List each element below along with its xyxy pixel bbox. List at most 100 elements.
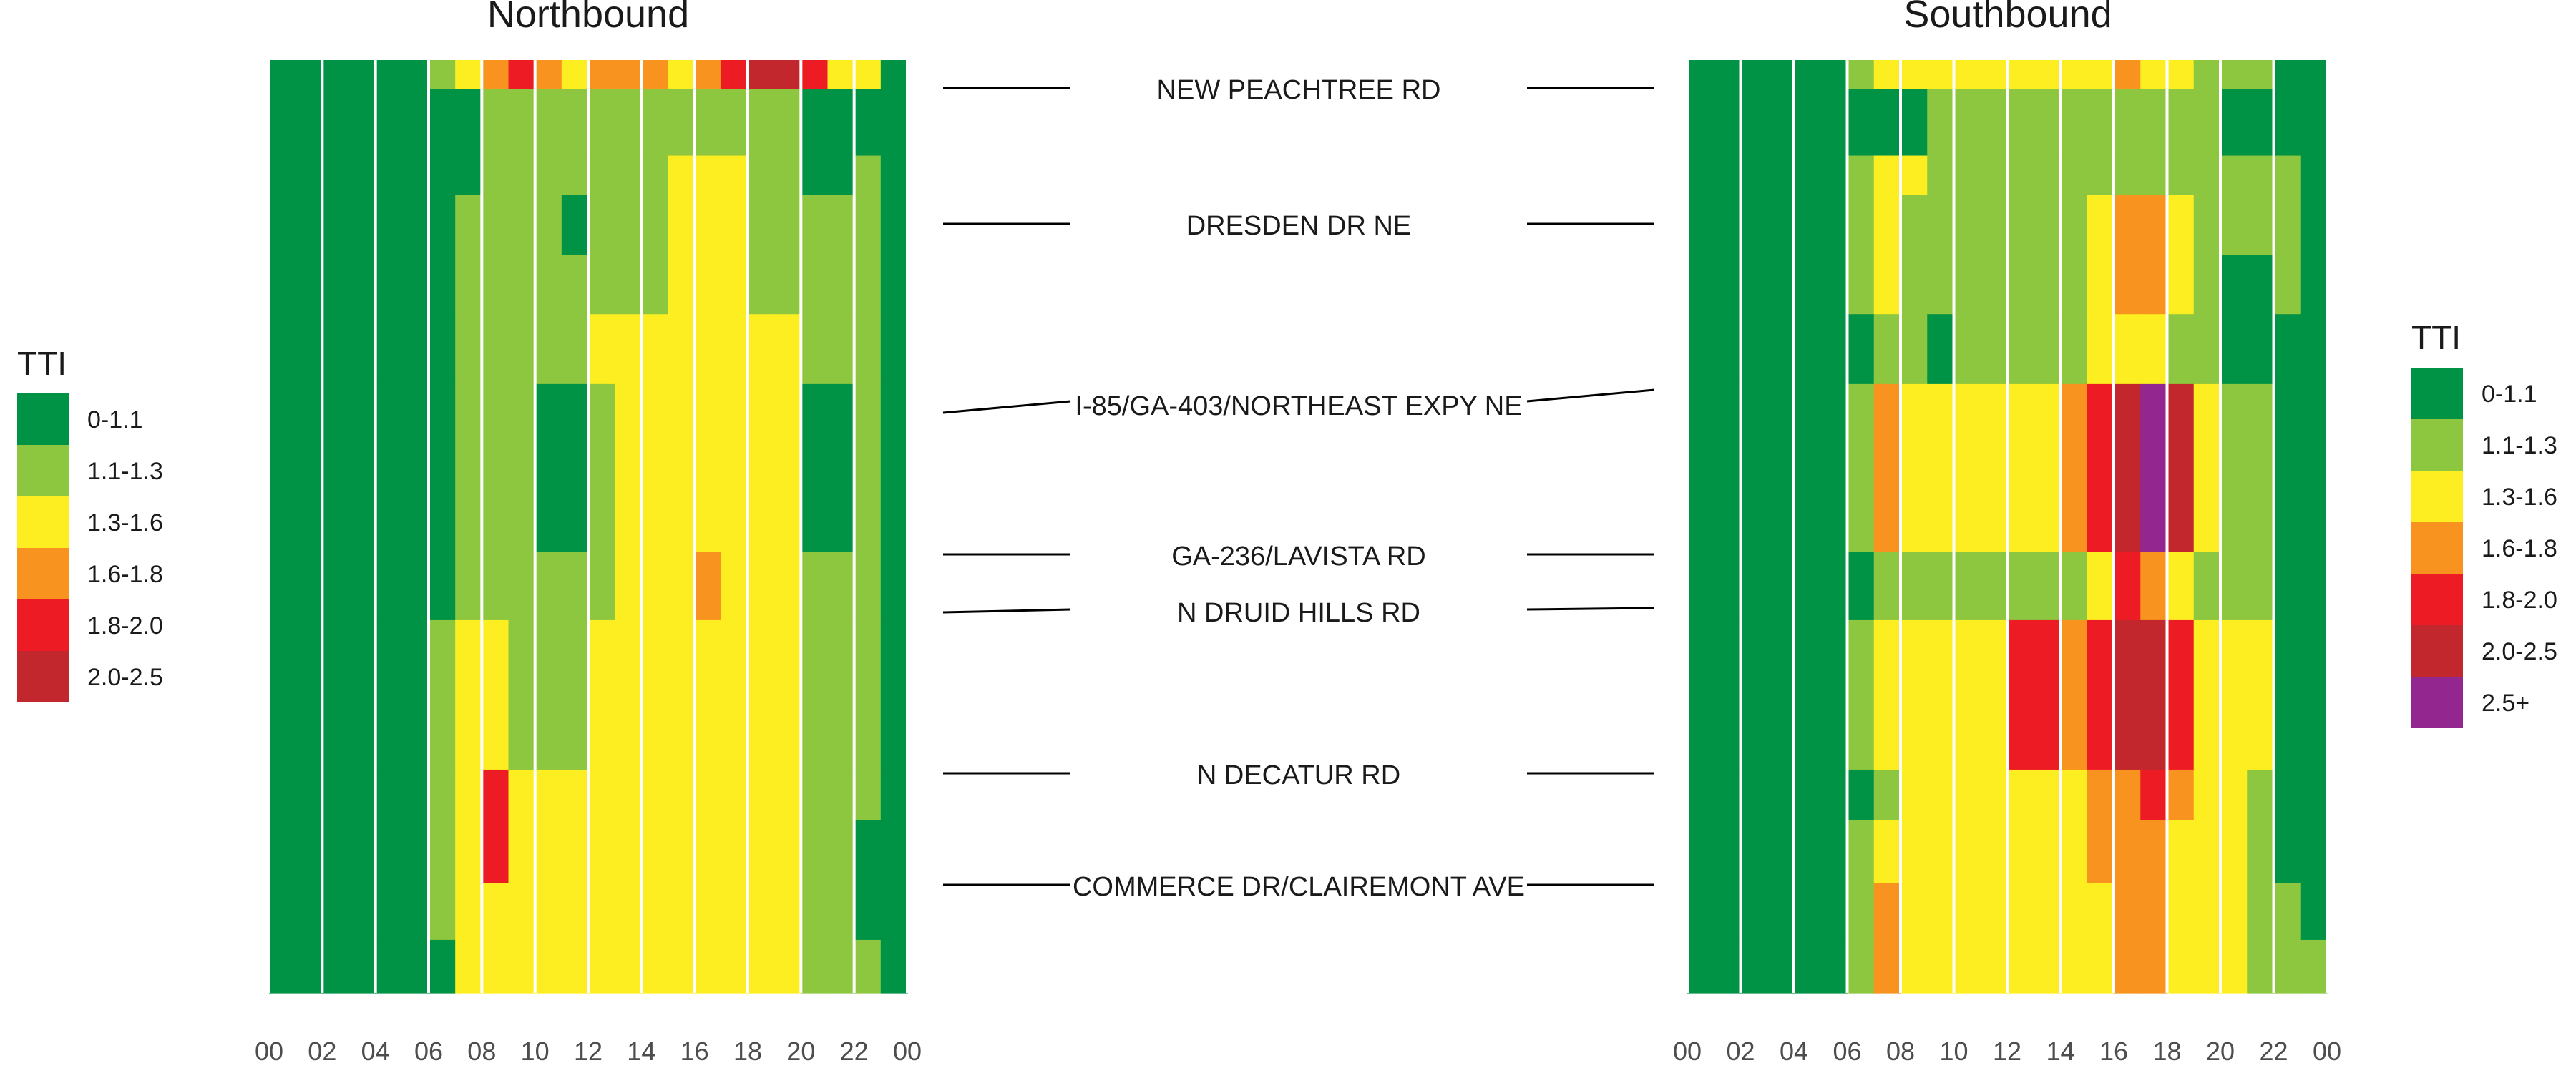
legend-swatch <box>17 496 69 548</box>
northbound-cell-s0-h21 <box>827 60 855 90</box>
southbound-cell-s12-h2 <box>1740 939 1768 994</box>
southbound-cell-s4-h9 <box>1927 255 1955 315</box>
southbound-cell-s12-h18 <box>2167 939 2195 994</box>
northbound-cell-s1-h0 <box>269 89 296 157</box>
southbound-cell-s11-h14 <box>2060 883 2088 941</box>
northbound-cell-s11-h6 <box>429 883 456 941</box>
southbound-cell-s12-h11 <box>1980 939 2008 994</box>
southbound-cell-s9-h9 <box>1927 769 1955 820</box>
northbound-title: Northbound <box>487 0 689 36</box>
southbound-cell-s5-h20 <box>2220 314 2248 385</box>
southbound-cell-s0-h14 <box>2060 60 2088 90</box>
southbound-x-tick-label: 16 <box>2099 1037 2128 1066</box>
southbound-cell-s2-h8 <box>1901 155 1928 196</box>
northbound-cell-s8-h14 <box>641 619 669 770</box>
northbound-cell-s3-h18 <box>748 195 775 255</box>
southbound-cell-s2-h9 <box>1927 155 1955 196</box>
northbound-cell-s5-h23 <box>880 314 908 385</box>
northbound-cell-s4-h16 <box>694 255 722 315</box>
southbound-panel: Southbound 00 02 04 06 08 10 12 14 16 18 20 22 00 <box>1673 0 2341 1066</box>
southbound-cell-s11-h21 <box>2247 883 2275 941</box>
northbound-cell-s2-h22 <box>854 155 882 196</box>
northbound-cell-s5-h17 <box>721 314 748 385</box>
southbound-cell-s10-h21 <box>2247 820 2275 883</box>
southbound-cell-s10-h12 <box>2007 820 2034 883</box>
northbound-cell-s6-h21 <box>827 383 855 553</box>
northbound-cell-s7-h20 <box>801 552 829 621</box>
southbound-cell-s6-h5 <box>1820 383 1848 553</box>
northbound-cell-s8-h3 <box>348 619 376 770</box>
southbound-cell-s1-h21 <box>2247 89 2275 157</box>
northbound-cell-s5-h1 <box>296 314 323 385</box>
southbound-cell-s3-h23 <box>2300 195 2328 255</box>
southbound-cell-s10-h11 <box>1980 820 2008 883</box>
southbound-cell-s10-h6 <box>1847 820 1875 883</box>
legend-swatch <box>2411 419 2463 471</box>
southbound-cell-s7-h15 <box>2087 552 2114 621</box>
southbound-cell-s0-h2 <box>1740 60 1768 90</box>
southbound-cell-s11-h8 <box>1901 883 1928 941</box>
southbound-cell-s9-h13 <box>2034 769 2062 820</box>
northbound-cell-s2-h7 <box>455 155 482 196</box>
southbound-cell-s3-h6 <box>1847 195 1875 255</box>
northbound-cell-s4-h15 <box>668 255 696 315</box>
southbound-cell-s5-h3 <box>1767 314 1795 385</box>
northbound-cell-s12-h18 <box>748 939 775 994</box>
northbound-cell-s11-h5 <box>401 883 429 941</box>
southbound-cell-s1-h17 <box>2140 89 2168 157</box>
road-label: NEW PEACHTREE RD <box>1157 75 1441 105</box>
northbound-cell-s10-h4 <box>375 820 403 883</box>
northbound-cell-s9-h21 <box>827 769 855 820</box>
northbound-cell-s8-h12 <box>588 619 615 770</box>
southbound-title: Southbound <box>1903 0 2112 36</box>
southbound-cell-s4-h19 <box>2193 255 2221 315</box>
southbound-cell-s4-h18 <box>2167 255 2195 315</box>
northbound-cell-s4-h14 <box>641 255 669 315</box>
northbound-cell-s7-h0 <box>269 552 296 621</box>
southbound-cell-s7-h9 <box>1927 552 1955 621</box>
northbound-cell-s12-h6 <box>429 939 456 994</box>
northbound-cell-s2-h12 <box>588 155 615 196</box>
southbound-cell-s12-h20 <box>2220 939 2248 994</box>
northbound-cell-s1-h14 <box>641 89 669 157</box>
northbound-cell-s3-h7 <box>455 195 482 255</box>
northbound-cell-s8-h20 <box>801 619 829 770</box>
northbound-cell-s4-h7 <box>455 255 482 315</box>
northbound-cell-s11-h12 <box>588 883 615 941</box>
southbound-cell-s11-h9 <box>1927 883 1955 941</box>
southbound-cell-s9-h21 <box>2247 769 2275 820</box>
southbound-cell-s6-h13 <box>2034 383 2062 553</box>
southbound-cell-s12-h21 <box>2247 939 2275 994</box>
northbound-cell-s8-h0 <box>269 619 296 770</box>
northbound-cell-s3-h21 <box>827 195 855 255</box>
southbound-cell-s1-h16 <box>2114 89 2141 157</box>
northbound-cell-s4-h8 <box>482 255 509 315</box>
northbound-cell-s9-h0 <box>269 769 296 820</box>
southbound-cell-s4-h1 <box>1714 255 1742 315</box>
southbound-cell-s7-h19 <box>2193 552 2221 621</box>
southbound-cell-s2-h1 <box>1714 155 1742 196</box>
northbound-cell-s1-h4 <box>375 89 403 157</box>
southbound-cell-s11-h4 <box>1794 883 1821 941</box>
northbound-cell-s7-h14 <box>641 552 669 621</box>
northbound-cell-s2-h5 <box>401 155 429 196</box>
southbound-cell-s2-h17 <box>2140 155 2168 196</box>
southbound-cell-s8-h2 <box>1740 619 1768 770</box>
legend-swatch <box>17 599 69 651</box>
legend-label: 2.0-2.5 <box>2482 638 2557 665</box>
northbound-cell-s0-h13 <box>615 60 642 90</box>
southbound-cell-s6-h4 <box>1794 383 1821 553</box>
northbound-x-tick-label: 18 <box>733 1037 762 1066</box>
southbound-cell-s8-h15 <box>2087 619 2114 770</box>
southbound-cell-s8-h8 <box>1901 619 1928 770</box>
northbound-cell-s8-h1 <box>296 619 323 770</box>
northbound-cell-s4-h13 <box>615 255 642 315</box>
northbound-cell-s4-h17 <box>721 255 748 315</box>
northbound-cell-s5-h2 <box>322 314 350 385</box>
southbound-cell-s9-h8 <box>1901 769 1928 820</box>
southbound-cell-s7-h2 <box>1740 552 1768 621</box>
southbound-cell-s12-h12 <box>2007 939 2034 994</box>
southbound-cell-s11-h11 <box>1980 883 2008 941</box>
southbound-cell-s1-h14 <box>2060 89 2088 157</box>
northbound-hour-gridlines <box>268 60 909 993</box>
